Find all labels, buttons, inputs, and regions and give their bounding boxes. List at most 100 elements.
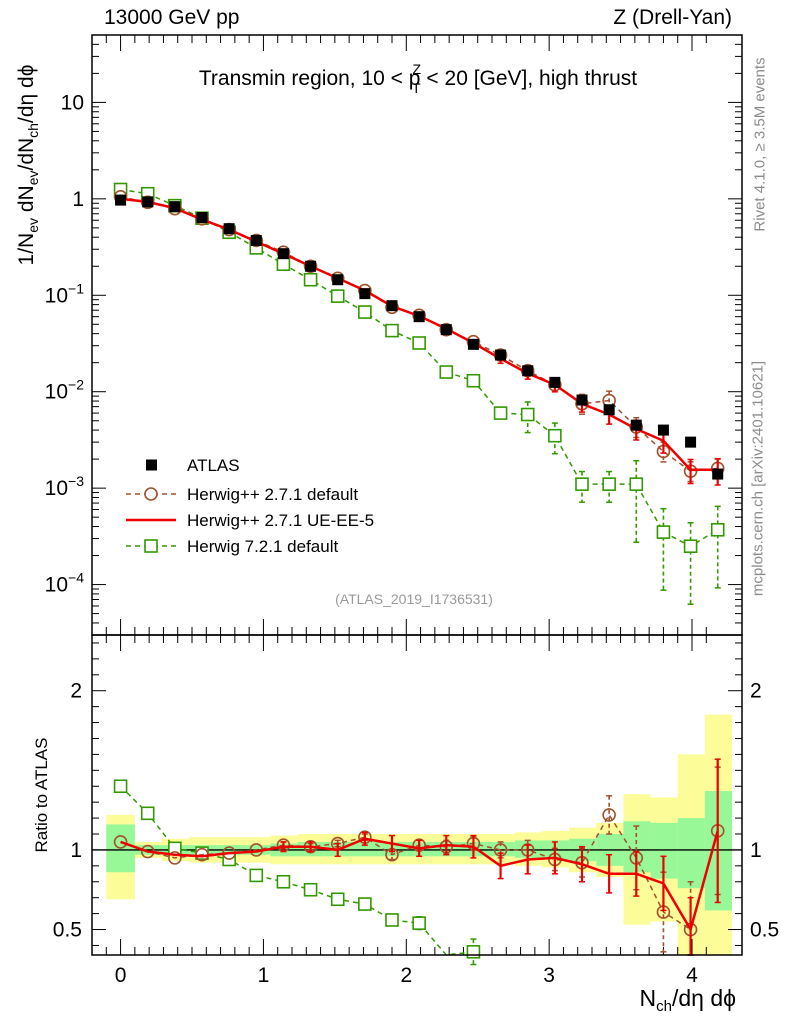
atlas-marker-0 — [115, 194, 127, 206]
atlas-marker-16 — [549, 376, 561, 388]
y-tick-exponent: −2 — [68, 377, 84, 393]
y-tick-base: 10 — [45, 477, 68, 500]
y-tick-base: 10 — [45, 381, 68, 404]
h7-marker-21 — [683, 539, 698, 554]
hpp-ratio-marker-0 — [113, 835, 128, 849]
h7-marker-22 — [710, 522, 725, 537]
h7-ratio-marker-11 — [412, 916, 426, 930]
legend-atlas-label: ATLAS — [187, 456, 240, 475]
h7-marker-9 — [358, 305, 372, 319]
h7-marker-8 — [330, 289, 345, 303]
h7-marker-11 — [412, 336, 426, 350]
atlas-marker-18 — [603, 404, 615, 416]
band-green-9 — [352, 841, 380, 857]
h7-ratio-marker-8 — [330, 892, 345, 907]
h7-marker-19 — [629, 477, 644, 491]
legend: ATLAS Herwig++ 2.7.1 default Herwig++ 2.7.… — [126, 456, 374, 556]
h7-marker-20 — [656, 525, 671, 539]
ratio-tick-label-left-1: 1 — [70, 839, 82, 862]
ratio-series — [113, 758, 725, 966]
atlas-marker-17 — [576, 394, 588, 406]
hpp-ratio-marker-18 — [602, 808, 616, 822]
atlas-marker-21 — [685, 436, 697, 448]
y-tick-exponent: −4 — [68, 570, 84, 586]
h7-ratio-marker-6 — [276, 874, 291, 889]
y-tick-exponent: −1 — [68, 280, 84, 296]
atlas-marker-8 — [332, 274, 344, 286]
h7-ratio-marker-0 — [113, 779, 128, 794]
hpp-marker-12 — [439, 322, 454, 337]
y-tick-label-2: 10−1 — [45, 280, 85, 307]
atlas-marker-11 — [413, 311, 425, 323]
h7-marker-18 — [602, 477, 616, 491]
h7-marker-13 — [466, 373, 481, 388]
y-tick-label-0: 10 — [61, 91, 84, 114]
series-herwig-pp-default — [113, 189, 725, 483]
ratio-tick-label-left-0: 2 — [70, 680, 82, 703]
y-tick-label-5: 10−4 — [45, 570, 85, 597]
y-tick-base: 10 — [45, 284, 68, 307]
y-tick-label-3: 10−2 — [45, 377, 85, 404]
ue-line — [120, 197, 718, 472]
header-process: 13000 GeV pp — [104, 6, 240, 29]
analysis-watermark: (ATLAS_2019_I1736531) — [335, 591, 493, 607]
atlas-marker-6 — [277, 248, 289, 260]
atlas-marker-15 — [522, 365, 534, 377]
plot-frames — [91, 34, 743, 956]
legend-ue-label: Herwig++ 2.7.1 UE-EE-5 — [187, 511, 374, 530]
hpp-ratio-marker-2 — [168, 851, 182, 865]
atlas-marker-5 — [250, 234, 262, 246]
h7-marker-10 — [385, 323, 399, 338]
atlas-marker-10 — [386, 300, 398, 312]
legend-hpp-label: Herwig++ 2.7.1 default — [187, 485, 358, 504]
ratio-tick-label-right-0: 2 — [750, 680, 762, 703]
x-tick-label-3: 3 — [543, 964, 555, 987]
x-tick-label-2: 2 — [400, 964, 412, 987]
ratio-tick-label-left-2: 0.5 — [53, 919, 82, 942]
atlas-marker-13 — [467, 338, 479, 350]
ratio-tick-label-right-2: 0.5 — [750, 919, 779, 942]
h7-ratio-marker-9 — [358, 897, 372, 911]
atlas-marker-12 — [440, 324, 452, 336]
atlas-marker-19 — [630, 419, 642, 431]
h7-ratio-marker-5 — [249, 868, 264, 883]
header-observable: Z (Drell-Yan) — [613, 6, 732, 29]
atlas-marker-20 — [657, 424, 669, 436]
legend-h7-label: Herwig 7.2.1 default — [187, 537, 338, 556]
atlas-marker-1 — [142, 196, 154, 208]
atlas-marker-2 — [169, 201, 181, 213]
h7-marker-16 — [548, 428, 562, 443]
hpp-marker-7 — [303, 259, 318, 274]
band-green-21 — [677, 818, 705, 889]
h7-ratio-marker-7 — [303, 882, 318, 897]
h7-ratio-marker-13 — [466, 945, 481, 959]
atlas-marker-9 — [359, 288, 371, 300]
atlas-marker-4 — [223, 223, 235, 235]
ratio-frame — [91, 634, 743, 956]
x-tick-label-0: 0 — [115, 964, 127, 987]
y-tick-base: 10 — [45, 574, 68, 597]
ratio-axis-label: Ratio to ATLAS — [32, 738, 51, 853]
h7-ratio-marker-10 — [385, 913, 399, 927]
h7-marker-14 — [493, 406, 508, 420]
legend-atlas-marker — [146, 459, 157, 471]
series-atlas — [115, 194, 724, 480]
legend-hpp-marker — [144, 487, 158, 501]
x-tick-label-4: 4 — [686, 964, 698, 987]
x-axis-label: Nch/dη dϕ — [639, 985, 736, 1015]
hpp-marker-5 — [249, 233, 264, 248]
atlas-marker-3 — [196, 212, 208, 224]
y-axis-label: 1/Nev dNev/dNch/dη dϕ — [15, 65, 41, 266]
x-tick-label-1: 1 — [258, 964, 270, 987]
h7-marker-12 — [439, 365, 454, 379]
hpp-line — [120, 196, 718, 472]
y-tick-exponent: −3 — [68, 473, 84, 489]
legend-h7-marker — [144, 539, 158, 553]
h7-marker-7 — [303, 272, 318, 287]
h7-ratio-marker-1 — [140, 806, 155, 821]
chart-title: Transmin region, 10 < pZ T < 20 [GeV], hi… — [199, 61, 637, 96]
ratio-tick-label-right-1: 1 — [750, 839, 762, 862]
atlas-marker-7 — [305, 260, 317, 272]
